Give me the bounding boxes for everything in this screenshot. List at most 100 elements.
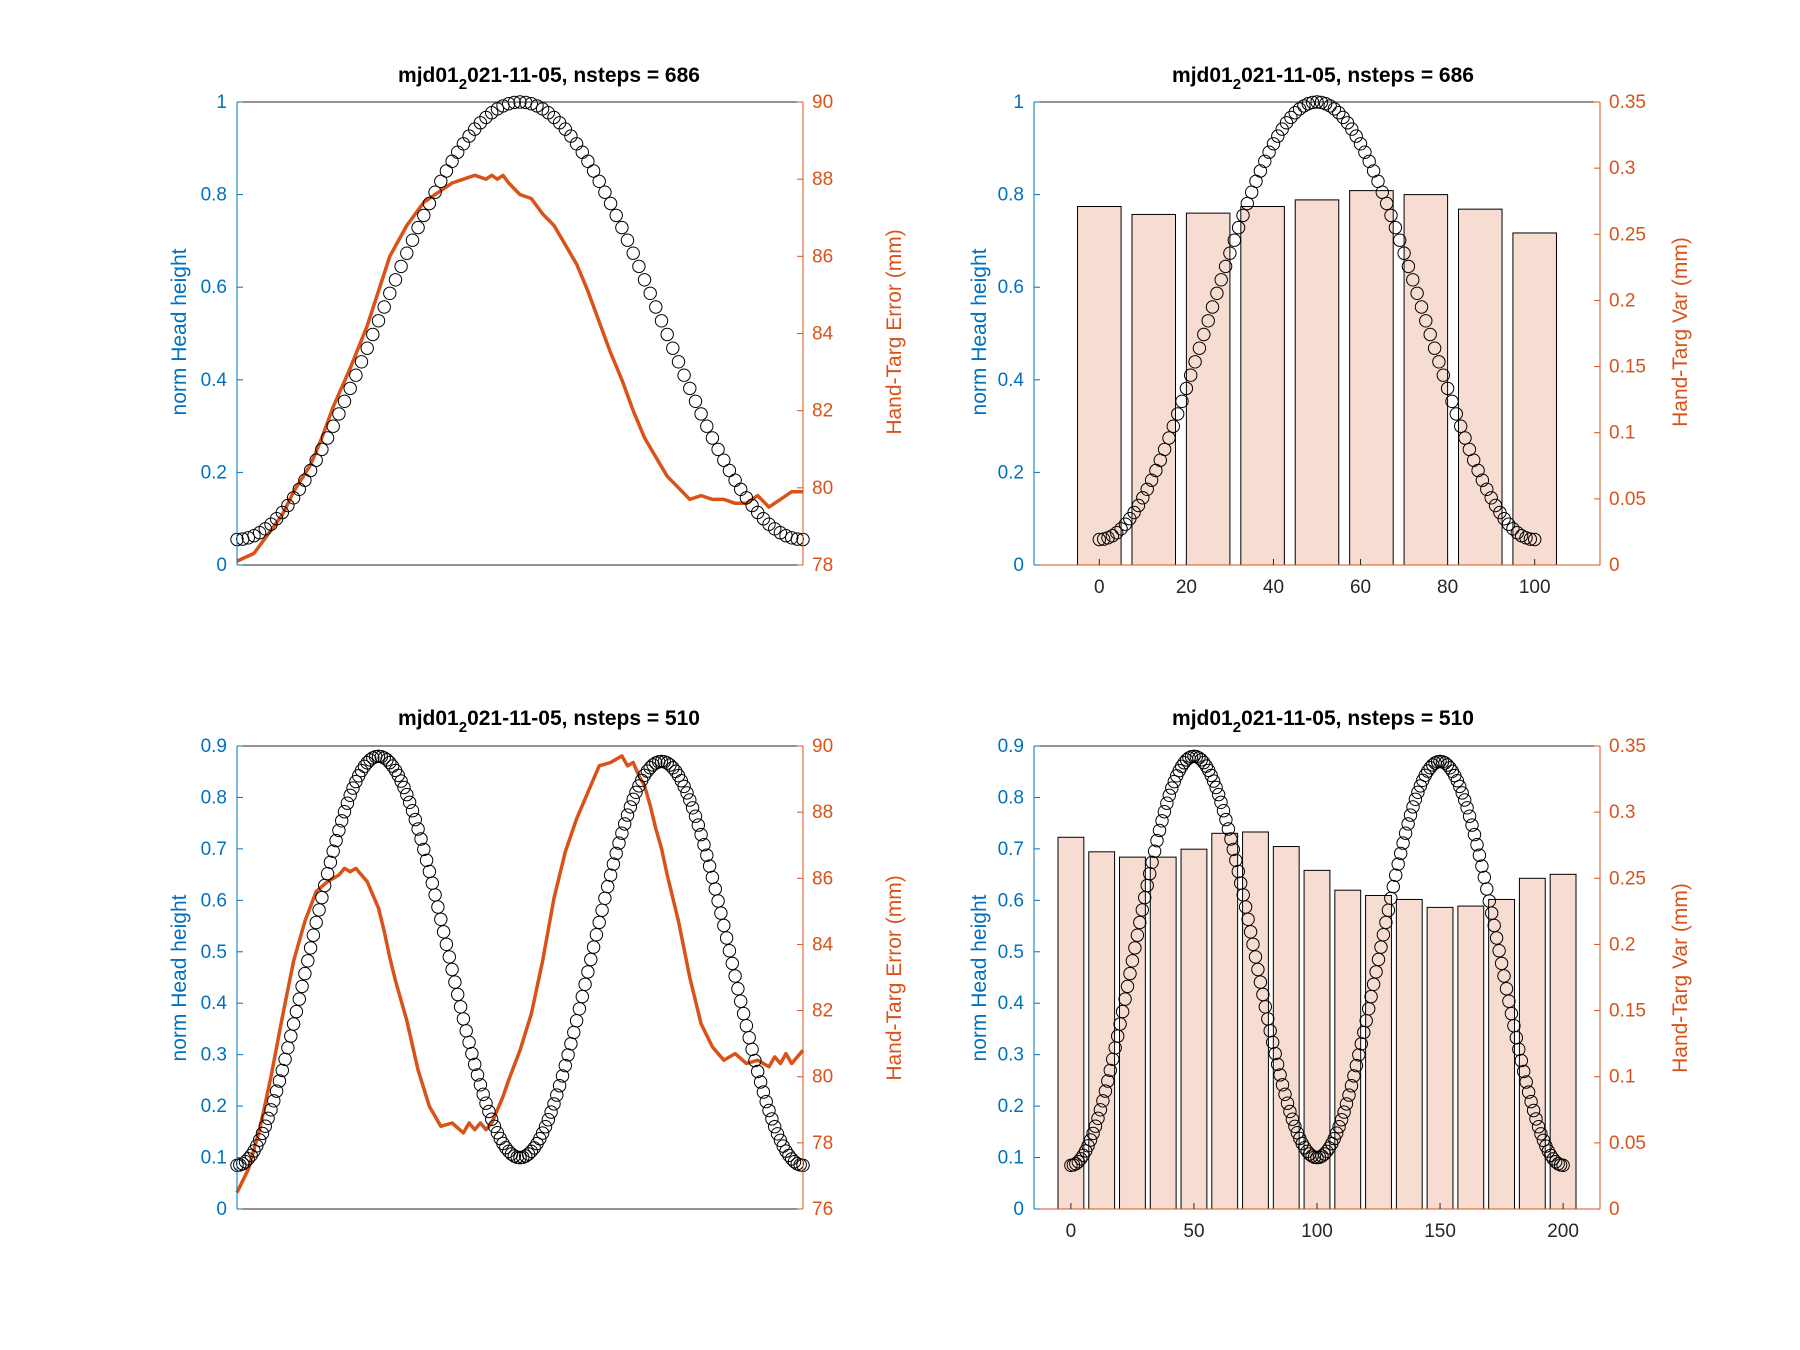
data-point (629, 785, 643, 799)
data-point (1349, 129, 1363, 143)
data-point (473, 116, 488, 130)
data-point (541, 1113, 555, 1127)
data-point (1419, 314, 1433, 328)
data-point (1123, 966, 1137, 981)
data-point (1352, 1048, 1366, 1062)
data-point (756, 512, 771, 526)
data-point (335, 814, 349, 828)
bar (1488, 898, 1515, 1210)
data-point (1197, 327, 1211, 342)
data-point (700, 419, 714, 433)
y-tick-label-right: 0 (1609, 1199, 1620, 1220)
y-tick-label-right: 84 (812, 934, 834, 955)
bar (1240, 206, 1285, 566)
series-line (236, 173, 803, 563)
data-point (470, 1068, 485, 1082)
data-point (1470, 838, 1484, 852)
data-point (578, 977, 592, 991)
y-axis-label-left: norm Head height (168, 894, 191, 1061)
y-tick-label-left: 0.9 (998, 736, 1024, 757)
data-point (1380, 196, 1394, 211)
data-point (1497, 969, 1511, 983)
data-point (1551, 1157, 1565, 1171)
data-point (1273, 1068, 1287, 1082)
data-point (649, 300, 663, 314)
data-point (332, 823, 346, 838)
data-point (1526, 1103, 1541, 1118)
data-point (1410, 286, 1424, 300)
data-point (1262, 145, 1276, 159)
data-point (286, 1017, 301, 1031)
data-point (1211, 787, 1226, 802)
data-point (1484, 491, 1498, 505)
chart-title: mjd012021-11-05, nsteps = 510 (1172, 707, 1474, 736)
data-point (255, 1126, 270, 1141)
data-point (643, 286, 657, 300)
data-point (688, 394, 703, 408)
data-point (411, 822, 425, 836)
y-tick-label-left: 0.5 (201, 942, 227, 963)
plot-area (237, 102, 803, 565)
y-axis-label-right: Hand-Targ Error (mm) (883, 875, 906, 1080)
data-point (1069, 1157, 1083, 1171)
data-point (301, 954, 315, 968)
data-point (1295, 1136, 1309, 1151)
data-point (258, 1119, 272, 1133)
y-tick-label-left: 0.2 (201, 462, 227, 483)
data-point (1362, 154, 1376, 169)
data-point (1219, 812, 1233, 827)
data-point (1209, 780, 1223, 795)
data-point (1098, 1084, 1113, 1098)
data-point (1320, 1144, 1334, 1159)
data-point (309, 453, 323, 467)
data-point (1150, 833, 1164, 848)
data-point (1358, 145, 1372, 159)
bar (1457, 905, 1485, 1210)
data-point (1344, 1079, 1359, 1093)
data-point (448, 975, 462, 989)
data-point (1145, 855, 1159, 869)
y-tick-label-left: 0.5 (998, 942, 1024, 963)
data-point (1285, 1112, 1300, 1126)
bar (1458, 208, 1503, 566)
x-tick-label: 0 (1094, 577, 1105, 598)
data-point (1216, 804, 1231, 818)
data-point (468, 1057, 482, 1072)
data-point (711, 442, 725, 457)
data-point (1224, 832, 1238, 846)
data-point (1243, 925, 1258, 939)
data-point (1101, 1074, 1115, 1088)
bar (1395, 898, 1423, 1210)
y-axis-label-left: norm Head height (968, 894, 991, 1061)
data-point (1488, 498, 1503, 513)
data-point (714, 906, 728, 920)
data-point (1133, 915, 1147, 930)
bar (1077, 206, 1122, 566)
y-tick-label-left: 0.7 (998, 839, 1024, 860)
data-point (731, 982, 745, 996)
data-point (620, 233, 635, 247)
data-point (1231, 220, 1246, 235)
data-point (490, 1126, 505, 1140)
bar (1403, 194, 1449, 566)
data-point (1388, 220, 1403, 235)
data-point (1157, 805, 1172, 819)
data-point (1494, 956, 1509, 971)
data-point (765, 1112, 779, 1126)
data-point (1492, 944, 1506, 958)
y-tick-label-right: 0.2 (1609, 934, 1635, 955)
y-axis-label-left: norm Head height (168, 248, 191, 415)
data-point (434, 174, 448, 189)
data-point (734, 994, 748, 1008)
data-point (377, 300, 391, 314)
plot-area (237, 746, 803, 1209)
data-point (666, 341, 680, 355)
data-point (371, 314, 386, 328)
data-point (487, 1119, 502, 1134)
data-point (654, 314, 669, 328)
data-point (1455, 786, 1469, 800)
data-point (1206, 774, 1221, 788)
data-point (561, 1048, 575, 1062)
data-point (295, 979, 309, 994)
data-point (581, 965, 595, 979)
